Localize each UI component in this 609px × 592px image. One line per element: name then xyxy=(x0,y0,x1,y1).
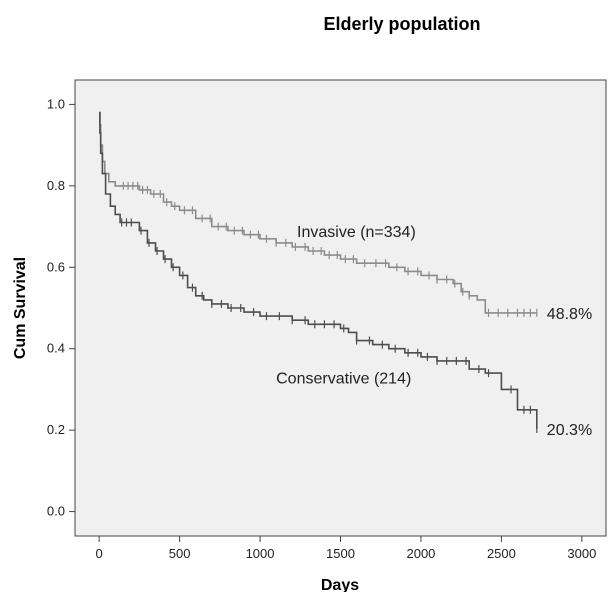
x-tick-label: 3000 xyxy=(567,546,596,561)
annotation-layer: Invasive (n=334) Conservative (214) xyxy=(276,224,416,388)
end-percentage-label: 20.3% xyxy=(547,422,592,439)
survival-curve xyxy=(99,111,537,314)
y-tick-label: 0.0 xyxy=(47,504,65,519)
end-percentage-label: 48.8% xyxy=(547,306,592,323)
x-tick-label: 0 xyxy=(96,546,103,561)
x-tick-label: 2000 xyxy=(406,546,435,561)
survival-curve xyxy=(99,111,538,429)
series-layer: 48.8% 20.3% xyxy=(99,111,592,439)
y-tick-label: 0.4 xyxy=(47,341,65,356)
y-tick-label: 0.2 xyxy=(47,422,65,437)
x-tick-label: 1500 xyxy=(326,546,355,561)
chart-title: Elderly population xyxy=(323,14,480,34)
y-axis-label: Cum Survival xyxy=(12,257,29,359)
x-axis: 0 500 1000 1500 2000 2500 3000 xyxy=(96,536,596,561)
y-tick-label: 0.6 xyxy=(47,259,65,274)
series-annotation: Invasive (n=334) xyxy=(297,224,416,241)
x-tick-label: 500 xyxy=(169,546,191,561)
y-tick-label: 1.0 xyxy=(47,96,65,111)
y-tick-label: 0.8 xyxy=(47,178,65,193)
x-axis-label: Days xyxy=(321,577,359,592)
x-tick-label: 1000 xyxy=(246,546,275,561)
plot-area xyxy=(74,79,607,537)
y-axis: 0.0 0.2 0.4 0.6 0.8 1.0 xyxy=(47,96,75,519)
series-annotation: Conservative (214) xyxy=(276,370,411,387)
x-tick-label: 2500 xyxy=(487,546,516,561)
